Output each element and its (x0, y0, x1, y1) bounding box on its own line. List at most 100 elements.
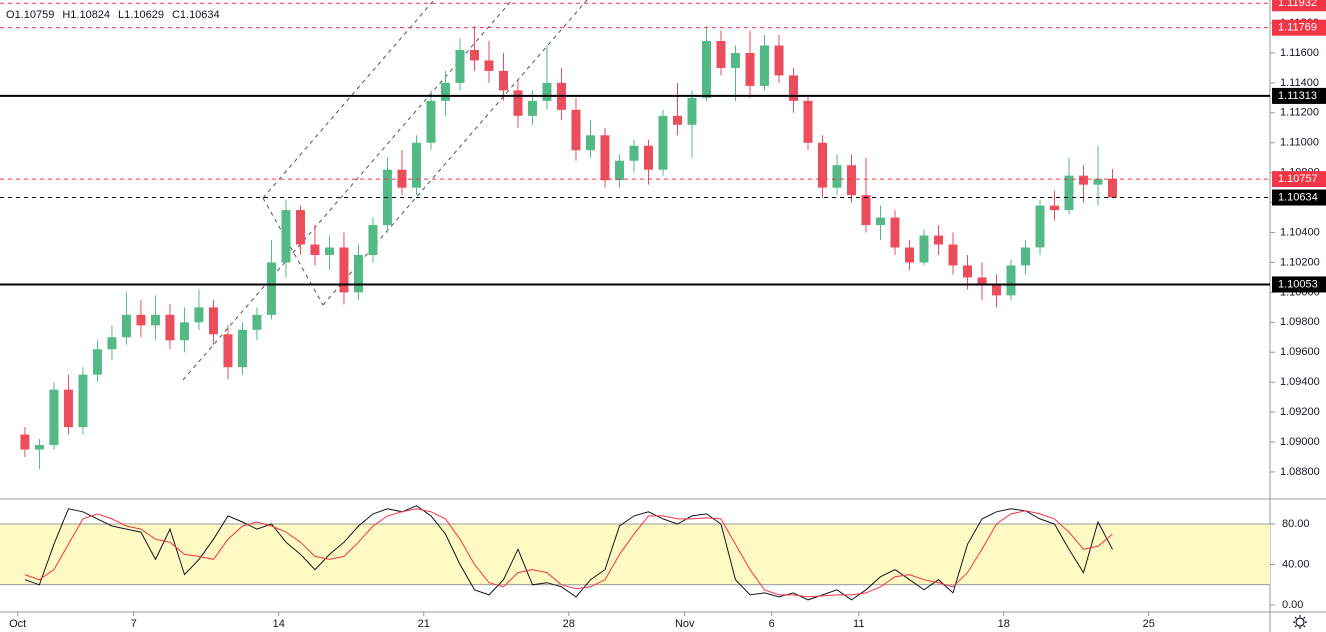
candle-body (876, 217, 885, 226)
candle-body (1093, 178, 1103, 185)
level-label: 1.11932 (1278, 0, 1317, 9)
x-tick-label: Oct (9, 618, 26, 630)
candle-body (150, 314, 160, 326)
x-tick-label: 25 (1143, 618, 1155, 630)
x-tick-label: 21 (418, 618, 430, 630)
settings-icon-spokes (1293, 615, 1307, 629)
candle-body (339, 247, 349, 293)
candle-body (1035, 205, 1045, 248)
channel-line (262, 0, 435, 199)
candle-body (1050, 205, 1060, 211)
candle-body (121, 314, 131, 338)
candle-body (411, 142, 421, 188)
settings-icon-ring (1295, 617, 1305, 627)
level-label: 1.11769 (1278, 22, 1317, 34)
x-tick-label: 7 (131, 618, 137, 630)
candle-body (847, 165, 856, 196)
settings-icon[interactable] (1293, 615, 1307, 629)
level-badge (1272, 189, 1326, 206)
y-tick-label: 1.09000 (1280, 436, 1320, 448)
candle-body (1021, 247, 1031, 266)
level-label: 1.10757 (1278, 173, 1318, 185)
channel-line (322, 0, 588, 306)
stoch-line (24, 505, 1113, 601)
x-tick-label: 14 (273, 618, 285, 630)
ohlc-value: 1.10824 (70, 9, 110, 21)
y-tick-label: 1.11400 (1280, 77, 1319, 89)
x-tick-label: Nov (675, 618, 695, 630)
candle-body (759, 45, 769, 86)
y-tick-label: 0.00 (1282, 599, 1303, 611)
y-tick-label: 1.10200 (1280, 256, 1320, 268)
candle-body (469, 49, 479, 61)
candle-body (324, 247, 334, 255)
candle-body (658, 115, 668, 170)
candle-body (818, 142, 827, 188)
ohlc-label: C (172, 9, 180, 21)
candle-body (281, 210, 291, 263)
candle-body (136, 314, 146, 326)
level-badge (1272, 276, 1326, 293)
ohlc-value: 1.10759 (15, 9, 55, 21)
candle-body (368, 225, 378, 255)
candle-body (890, 217, 900, 248)
level-label: 1.10053 (1278, 278, 1318, 290)
candle-body (789, 75, 798, 101)
candle-body (614, 160, 624, 181)
candle-body (353, 254, 363, 293)
candle-body (774, 45, 784, 76)
candle-body (730, 52, 740, 68)
candle-body (934, 235, 944, 245)
level-badge (1272, 171, 1326, 188)
candle-body (585, 135, 595, 151)
candle-body (1079, 175, 1089, 185)
candle-body (745, 52, 755, 86)
ohlc-label: L (118, 9, 124, 21)
candle-body (194, 307, 204, 323)
candle-body (600, 135, 610, 181)
candle-body (905, 247, 914, 263)
candle-body (832, 165, 842, 188)
y-tick-label: 1.09200 (1280, 406, 1320, 418)
candle-body (1064, 175, 1074, 211)
candle-body (919, 235, 929, 263)
candle-body (426, 100, 436, 143)
y-tick-label: 1.10400 (1280, 226, 1320, 238)
ohlc-label: O (6, 9, 15, 21)
ohlc-value: 1.10634 (180, 9, 220, 21)
level-badge (1272, 0, 1326, 12)
level-label: 1.11313 (1278, 90, 1317, 102)
y-tick-label: 1.09600 (1280, 346, 1320, 358)
candle-body (948, 244, 958, 266)
candle-body (992, 284, 1002, 296)
candle-body (49, 389, 59, 446)
level-label: 1.10634 (1278, 191, 1318, 203)
candle-body (527, 100, 537, 116)
x-tick-label: 6 (769, 618, 775, 630)
candle-body (20, 434, 30, 450)
y-tick-label: 1.11600 (1280, 47, 1319, 59)
level-badge (1272, 87, 1326, 104)
x-tick-label: 18 (998, 618, 1010, 630)
x-tick-label: 11 (853, 618, 864, 630)
ohlc-header: O1.10759 H1.10824 L1.10629 C1.10634 (6, 9, 220, 21)
candle-body (295, 210, 305, 245)
candle-body (92, 349, 102, 375)
candle-body (542, 82, 552, 101)
candle-body (455, 49, 465, 83)
candle-body (208, 307, 218, 335)
candle-body (629, 145, 639, 161)
y-tick-label: 1.11000 (1280, 137, 1319, 149)
candle-body (513, 90, 523, 116)
candle-body (498, 70, 508, 91)
candle-body (643, 145, 653, 170)
candle-body (1006, 265, 1016, 296)
ohlc-label: H (62, 9, 70, 21)
candle-body (252, 314, 262, 330)
y-tick-label: 80.00 (1282, 518, 1310, 530)
candle-body (63, 389, 73, 428)
candle-body (223, 334, 233, 368)
level-badge (1272, 19, 1326, 36)
